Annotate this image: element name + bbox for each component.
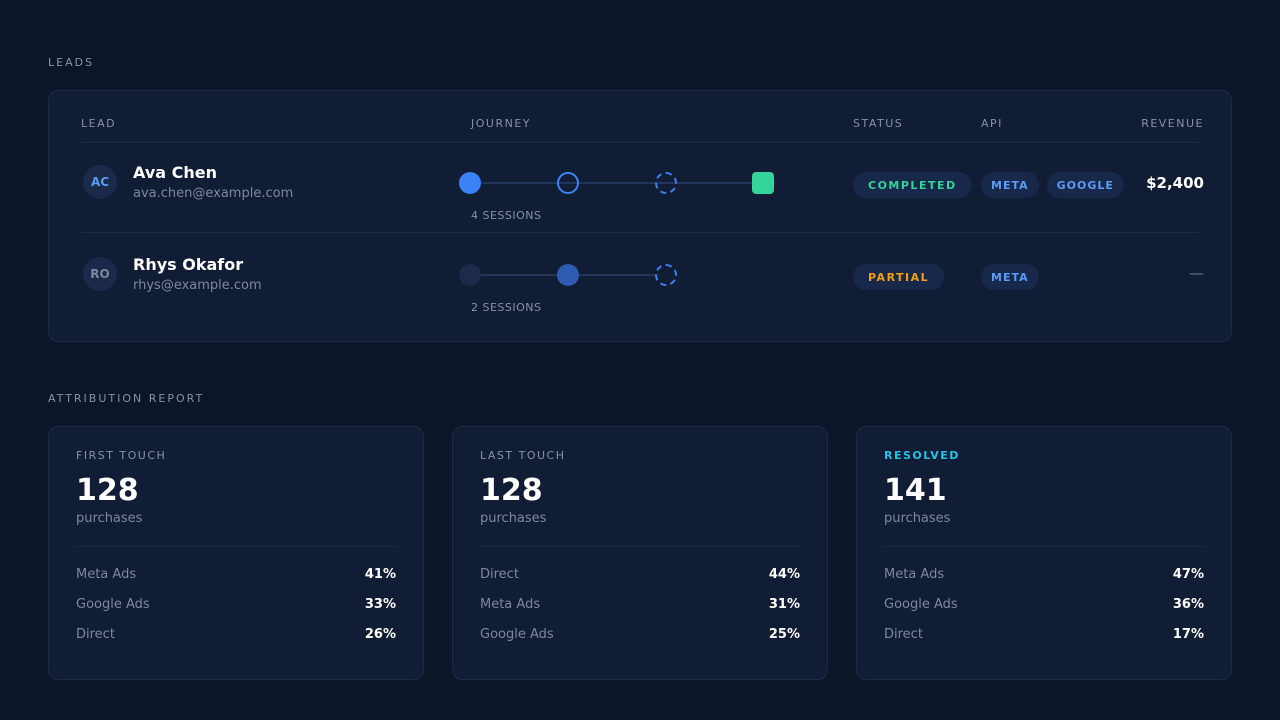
journey-touchpoint[interactable] (655, 172, 677, 194)
journey-touchpoint[interactable] (459, 264, 481, 286)
card-title: RESOLVED (884, 449, 960, 462)
journey-conversion[interactable] (752, 172, 774, 194)
row-divider (81, 232, 1199, 233)
lead-email: rhys@example.com (133, 278, 262, 293)
breakdown-row: Meta Ads 47% (884, 564, 1204, 584)
api-tags: META GOOGLE (981, 172, 1124, 198)
status-badge: PARTIAL (853, 264, 945, 290)
header-divider (81, 142, 1199, 143)
revenue-value: — (1189, 264, 1204, 282)
lead-row[interactable]: RO Rhys Okafor rhys@example.com 2 SESSIO… (49, 233, 1231, 325)
breakdown-row: Direct 26% (76, 624, 396, 644)
card-value: 128 (480, 473, 543, 508)
attribution-card-first-touch: FIRST TOUCH 128 purchases Meta Ads 41% G… (48, 426, 424, 680)
card-title: LAST TOUCH (480, 449, 566, 462)
api-tag-meta: META (981, 172, 1039, 198)
column-header-status: STATUS (853, 117, 904, 130)
column-header-api: API (981, 117, 1003, 130)
session-count: 4 SESSIONS (471, 209, 542, 222)
api-tag-meta: META (981, 264, 1039, 290)
journey-timeline (459, 171, 779, 195)
channel-share: 33% (364, 596, 396, 612)
breakdown-row: Direct 17% (884, 624, 1204, 644)
channel-label: Google Ads (480, 626, 554, 642)
column-header-journey: JOURNEY (471, 117, 531, 130)
card-value: 141 (884, 473, 947, 508)
card-unit: purchases (480, 511, 547, 526)
channel-share: 47% (1172, 566, 1204, 582)
channel-label: Google Ads (76, 596, 150, 612)
attribution-card-resolved: RESOLVED 141 purchases Meta Ads 47% Goog… (856, 426, 1232, 680)
api-tags: META (981, 264, 1039, 290)
channel-share: 41% (364, 566, 396, 582)
journey-touchpoint[interactable] (655, 264, 677, 286)
api-tag-google: GOOGLE (1046, 172, 1124, 198)
channel-label: Google Ads (884, 596, 958, 612)
journey-touchpoint[interactable] (557, 172, 579, 194)
revenue-value: $2,400 (1146, 174, 1204, 192)
avatar: AC (83, 165, 117, 199)
lead-email: ava.chen@example.com (133, 186, 294, 201)
card-divider (884, 546, 1204, 547)
column-header-lead: LEAD (81, 117, 117, 130)
breakdown-row: Google Ads 33% (76, 594, 396, 614)
channel-label: Meta Ads (884, 566, 945, 582)
channel-share: 36% (1172, 596, 1204, 612)
breakdown-row: Google Ads 25% (480, 624, 800, 644)
channel-share: 31% (768, 596, 800, 612)
column-header-revenue: REVENUE (1141, 117, 1204, 130)
channel-label: Direct (480, 566, 519, 582)
channel-share: 44% (768, 566, 800, 582)
journey-line (481, 182, 775, 184)
attribution-section-title: ATTRIBUTION REPORT (48, 392, 205, 405)
status-badge: COMPLETED (853, 172, 972, 198)
attribution-card-last-touch: LAST TOUCH 128 purchases Direct 44% Meta… (452, 426, 828, 680)
lead-name: Rhys Okafor (133, 255, 244, 274)
channel-share: 17% (1172, 626, 1204, 642)
channel-share: 26% (364, 626, 396, 642)
lead-name: Ava Chen (133, 163, 217, 182)
channel-label: Meta Ads (480, 596, 541, 612)
channel-label: Direct (884, 626, 923, 642)
breakdown-row: Meta Ads 41% (76, 564, 396, 584)
card-value: 128 (76, 473, 139, 508)
journey-touchpoint[interactable] (557, 264, 579, 286)
session-count: 2 SESSIONS (471, 301, 542, 314)
card-divider (480, 546, 800, 547)
leads-section-title: LEADS (48, 56, 95, 69)
card-title: FIRST TOUCH (76, 449, 167, 462)
card-divider (76, 546, 396, 547)
breakdown-row: Google Ads 36% (884, 594, 1204, 614)
channel-label: Direct (76, 626, 115, 642)
leads-table: LEAD JOURNEY STATUS API REVENUE AC Ava C… (48, 90, 1232, 342)
channel-label: Meta Ads (76, 566, 137, 582)
breakdown-row: Direct 44% (480, 564, 800, 584)
avatar: RO (83, 257, 117, 291)
journey-touchpoint[interactable] (459, 172, 481, 194)
card-unit: purchases (76, 511, 143, 526)
card-unit: purchases (884, 511, 951, 526)
lead-row[interactable]: AC Ava Chen ava.chen@example.com 4 SESSI… (49, 141, 1231, 233)
journey-timeline (459, 263, 779, 287)
breakdown-row: Meta Ads 31% (480, 594, 800, 614)
channel-share: 25% (768, 626, 800, 642)
